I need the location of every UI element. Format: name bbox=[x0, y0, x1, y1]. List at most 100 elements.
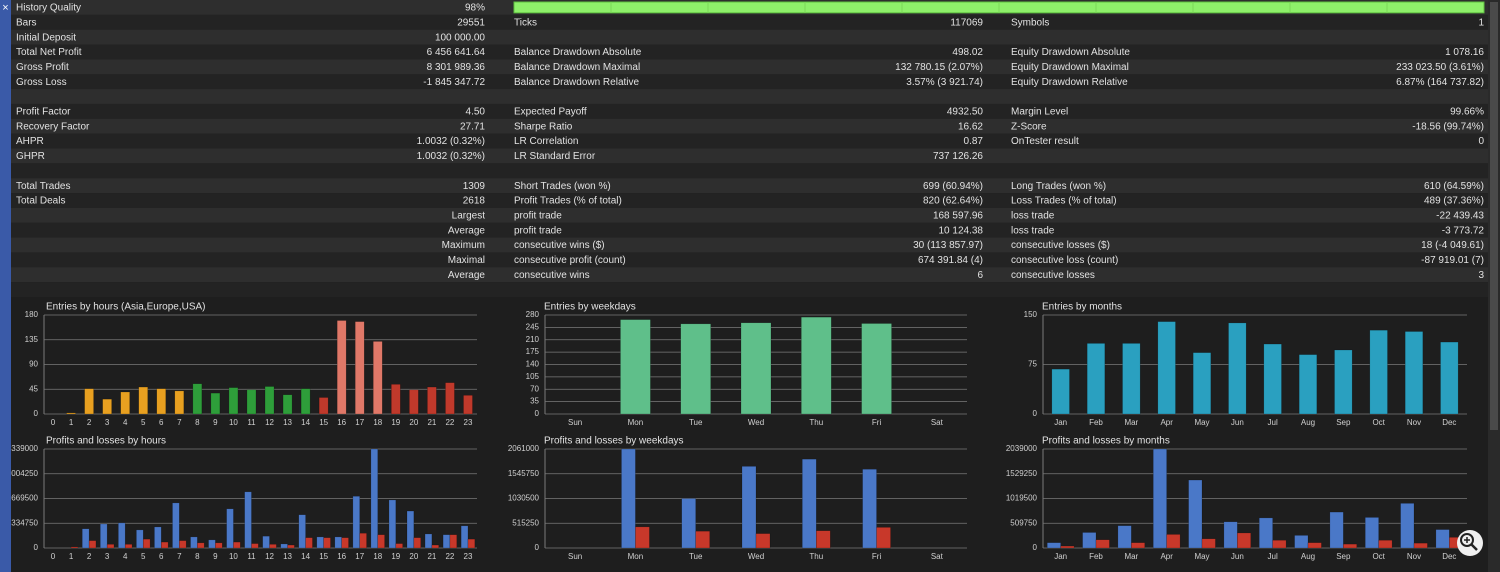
y-tick-label: 1545750 bbox=[508, 469, 540, 478]
row-bg bbox=[11, 267, 1488, 283]
bar bbox=[395, 543, 403, 549]
chart-title: Profits and losses by months bbox=[1042, 436, 1170, 447]
bar bbox=[316, 536, 324, 549]
zoom-icon[interactable] bbox=[1457, 530, 1483, 556]
stat-value: 498.02 bbox=[952, 47, 983, 58]
stat-value: -18.56 (99.74%) bbox=[1412, 121, 1484, 132]
x-tick-label: 12 bbox=[265, 418, 274, 427]
side-strip bbox=[0, 0, 11, 572]
x-tick-label: Oct bbox=[1372, 418, 1385, 427]
bar bbox=[1440, 341, 1459, 415]
bar bbox=[1086, 343, 1106, 415]
bar bbox=[228, 387, 239, 415]
stat-label: loss trade bbox=[1011, 225, 1055, 236]
stat-label: Margin Level bbox=[1011, 107, 1068, 118]
bar bbox=[1228, 322, 1247, 415]
bar bbox=[680, 323, 711, 415]
x-tick-label: Aug bbox=[1301, 552, 1315, 561]
x-tick-label: Thu bbox=[809, 418, 823, 427]
scrollbar-thumb[interactable] bbox=[1490, 2, 1498, 430]
stat-label: consecutive loss (count) bbox=[1011, 255, 1118, 266]
stat-label: Total Deals bbox=[16, 196, 65, 207]
stat-value: 10 124.38 bbox=[939, 225, 984, 236]
x-tick-label: Aug bbox=[1301, 418, 1315, 427]
stat-label: consecutive wins ($) bbox=[514, 240, 605, 251]
x-tick-label: Jul bbox=[1268, 552, 1278, 561]
stat-label: Expected Payoff bbox=[514, 107, 587, 118]
x-tick-label: 18 bbox=[373, 552, 382, 561]
stat-label: Equity Drawdown Maximal bbox=[1011, 62, 1129, 73]
bar bbox=[681, 498, 696, 549]
bar bbox=[172, 502, 180, 549]
stat-value: 6 456 641.64 bbox=[427, 47, 486, 58]
stat-value: 1 078.16 bbox=[1445, 47, 1484, 58]
bar bbox=[431, 544, 440, 549]
stat-label: Long Trades (won %) bbox=[1011, 181, 1106, 192]
bar bbox=[1095, 539, 1110, 549]
stat-value: 820 (62.64%) bbox=[923, 196, 983, 207]
bar bbox=[467, 538, 476, 549]
zoom-handle[interactable] bbox=[1470, 543, 1478, 551]
stat-label: AHPR bbox=[16, 136, 44, 147]
stat-label: Equity Drawdown Relative bbox=[1011, 77, 1128, 88]
y-tick-label: 669500 bbox=[11, 494, 38, 503]
stat-value: 29551 bbox=[457, 17, 485, 28]
bar bbox=[246, 389, 257, 415]
x-tick-label: Jul bbox=[1268, 418, 1278, 427]
bar bbox=[449, 534, 458, 549]
stat-label: LR Correlation bbox=[514, 136, 578, 147]
x-tick-label: 4 bbox=[123, 418, 128, 427]
y-tick-label: 75 bbox=[1028, 360, 1037, 369]
row-bg bbox=[11, 103, 1488, 119]
stat-label: profit trade bbox=[514, 210, 562, 221]
x-tick-label: Wed bbox=[748, 552, 764, 561]
x-tick-label: Nov bbox=[1407, 418, 1421, 427]
bar bbox=[1334, 349, 1353, 415]
x-tick-label: 17 bbox=[355, 418, 364, 427]
x-tick-label: 16 bbox=[337, 418, 346, 427]
stat-label: profit trade bbox=[514, 225, 562, 236]
bar bbox=[413, 537, 421, 549]
x-tick-label: 22 bbox=[445, 418, 454, 427]
bar bbox=[621, 448, 636, 549]
stat-label: Loss Trades (% of total) bbox=[1011, 196, 1117, 207]
bar bbox=[264, 386, 275, 415]
x-tick-label: 2 bbox=[87, 552, 92, 561]
stat-value: 1.0032 (0.32%) bbox=[417, 136, 485, 147]
stat-value: Maximal bbox=[448, 255, 485, 266]
x-tick-label: Sep bbox=[1336, 418, 1351, 427]
chart-title: Entries by weekdays bbox=[544, 302, 636, 313]
x-tick-label: 4 bbox=[123, 552, 128, 561]
y-tick-label: 1529250 bbox=[1006, 469, 1038, 478]
bar bbox=[88, 540, 97, 549]
x-tick-label: 19 bbox=[391, 418, 400, 427]
row-bg bbox=[11, 193, 1488, 208]
row-bg bbox=[11, 207, 1488, 223]
close-icon[interactable]: × bbox=[2, 2, 8, 14]
x-tick-label: 12 bbox=[265, 552, 274, 561]
bar bbox=[341, 537, 349, 549]
row-bg bbox=[11, 89, 1488, 104]
x-tick-label: 13 bbox=[283, 418, 292, 427]
x-tick-label: 15 bbox=[319, 418, 328, 427]
stat-label: Sharpe Ratio bbox=[514, 121, 573, 132]
x-tick-label: Jan bbox=[1054, 552, 1067, 561]
zoom-lens[interactable] bbox=[1460, 533, 1474, 547]
stat-label: Recovery Factor bbox=[16, 121, 90, 132]
bar bbox=[1298, 354, 1318, 415]
stat-value: 3.57% (3 921.74) bbox=[906, 77, 983, 88]
row-bg bbox=[11, 237, 1488, 253]
row-bg bbox=[11, 148, 1488, 164]
x-tick-label: Dec bbox=[1442, 552, 1456, 561]
bar bbox=[305, 537, 313, 549]
y-tick-label: 140 bbox=[526, 360, 540, 369]
stat-label: History Quality bbox=[16, 3, 81, 14]
stat-label: Short Trades (won %) bbox=[514, 181, 611, 192]
bar bbox=[427, 386, 437, 415]
x-tick-label: Dec bbox=[1442, 418, 1456, 427]
x-tick-label: 19 bbox=[391, 552, 400, 561]
stat-value: Average bbox=[448, 225, 486, 236]
bar bbox=[373, 341, 383, 415]
y-tick-label: 0 bbox=[1033, 543, 1038, 552]
